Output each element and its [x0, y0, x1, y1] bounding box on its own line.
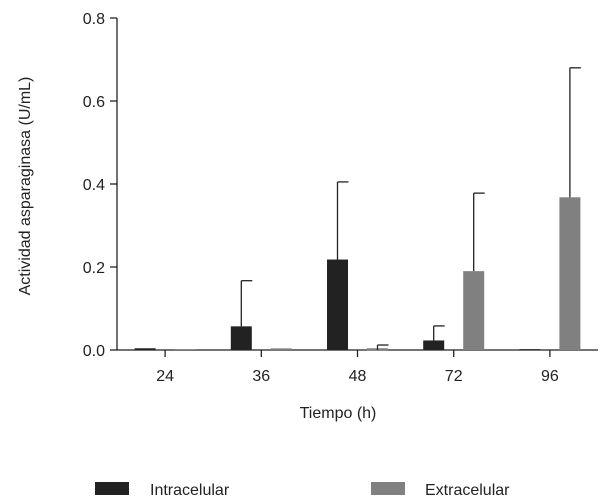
legend-label-intracelular: Intracelular — [150, 482, 230, 498]
bar-extracelular-96 — [559, 197, 581, 350]
y-tick-label: 0.6 — [83, 94, 105, 111]
y-tick-label: 0.0 — [83, 343, 105, 360]
bar-extracelular-24 — [174, 349, 196, 350]
y-tick-label: 0.2 — [83, 260, 105, 277]
y-tick-label: 0.4 — [83, 177, 105, 194]
x-tick-label: 72 — [445, 368, 463, 385]
legend-swatch-extracelular — [371, 482, 405, 495]
x-axis: 24 36 48 72 96 — [117, 349, 598, 385]
x-axis-title: Tiempo (h) — [300, 405, 377, 422]
y-axis-title: Actividad asparaginasa (U/mL) — [17, 77, 34, 296]
x-tick-label: 96 — [541, 368, 559, 385]
bars — [134, 197, 581, 351]
bar-extracelular-72 — [463, 271, 485, 350]
error-bars — [240, 67, 581, 350]
legend-swatch-intracelular — [95, 482, 129, 495]
bar-extracelular-36 — [270, 348, 292, 350]
legend: Intracelular Extracelular — [95, 482, 510, 498]
x-tick-label: 48 — [349, 368, 367, 385]
bar-intracelular-48 — [327, 259, 348, 350]
legend-label-extracelular: Extracelular — [425, 482, 510, 498]
bar-intracelular-96 — [519, 349, 541, 350]
y-tick-label: 0.8 — [83, 11, 105, 28]
x-tick-label: 24 — [156, 368, 174, 385]
bar-intracelular-72 — [423, 340, 445, 350]
y-axis: 0.0 0.2 0.4 0.6 0.8 — [83, 11, 118, 360]
x-tick-label: 36 — [252, 368, 270, 385]
bar-intracelular-36 — [230, 326, 252, 350]
